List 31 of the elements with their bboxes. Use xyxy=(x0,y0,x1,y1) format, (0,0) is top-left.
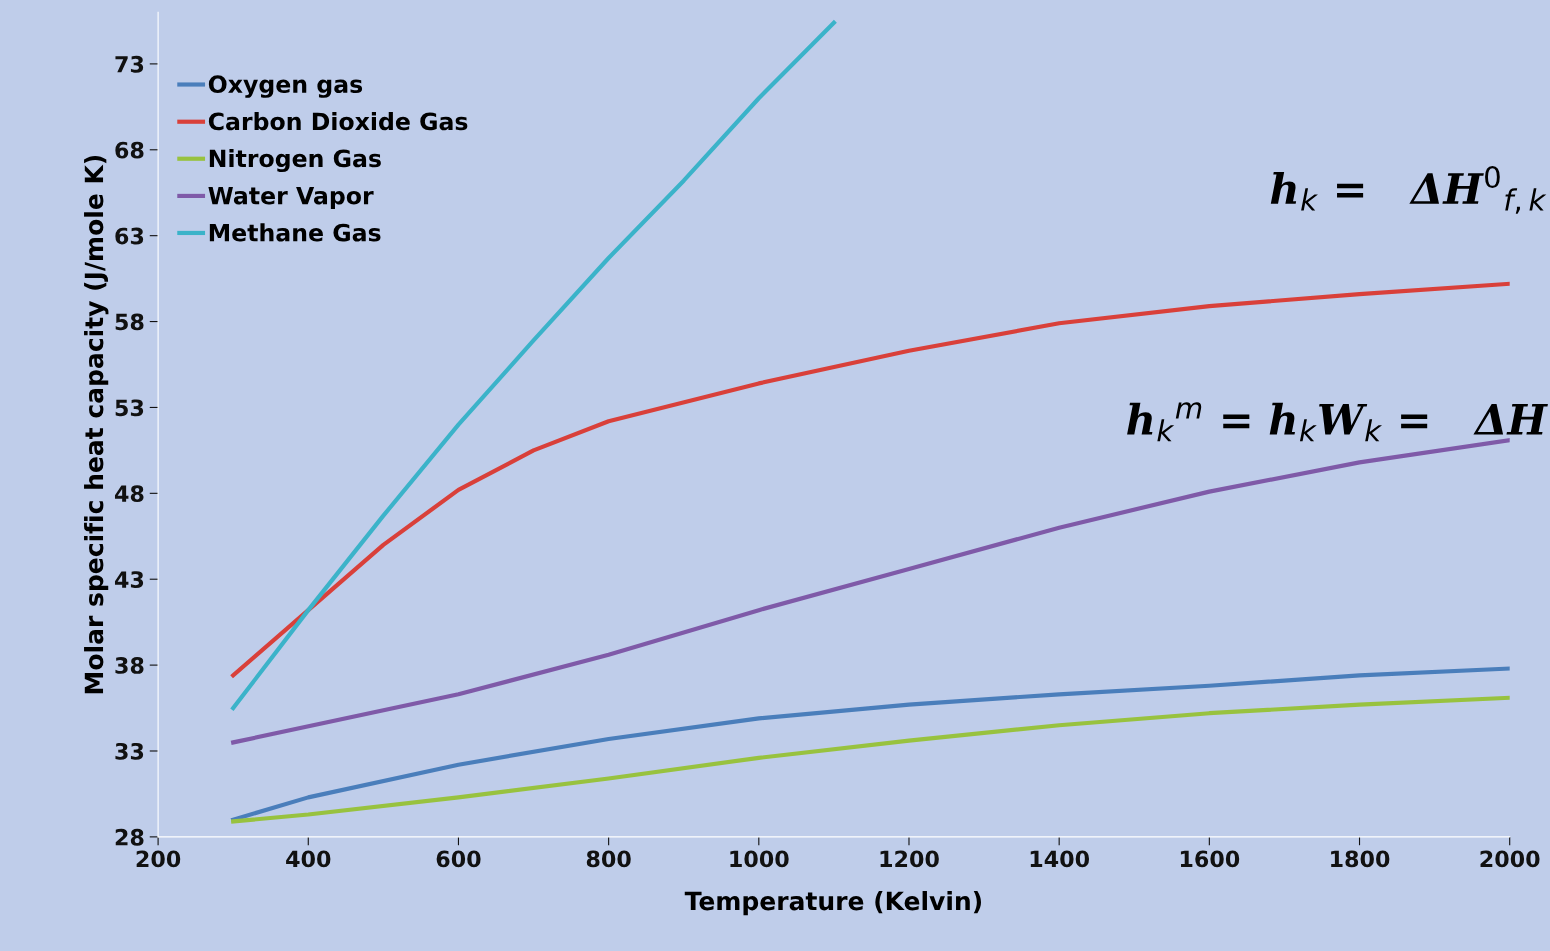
x-tick-label: 1600 xyxy=(1180,850,1240,868)
y-tick-label: 63 xyxy=(115,227,144,245)
x-tick-label: 800 xyxy=(586,850,631,868)
y-tick-label: 53 xyxy=(115,399,144,417)
annotation: h$_{k}$$^{m}$ = h$_{k}$W$_{k}$ = ΔH xyxy=(1127,402,1548,442)
y-tick-label: 38 xyxy=(115,657,144,674)
y-tick-label: 48 xyxy=(114,485,144,503)
x-tick-label: 1800 xyxy=(1331,850,1390,868)
legend-label: Water Vapor xyxy=(208,186,374,210)
x-tick-label: 2000 xyxy=(1480,850,1540,868)
legend-label: Methane Gas xyxy=(209,223,381,242)
x-tick-label: 1000 xyxy=(730,850,789,868)
y-tick-label: 33 xyxy=(115,742,144,760)
x-tick-label: 1200 xyxy=(880,850,939,868)
y-tick-label: 58 xyxy=(115,313,144,331)
legend-label: Nitrogen Gas xyxy=(209,149,381,173)
line-series xyxy=(231,666,1510,822)
legend-label: Oxygen gas xyxy=(208,75,363,98)
y-tick-label: 68 xyxy=(115,141,144,159)
y-tick-label: 43 xyxy=(114,571,144,588)
line-series xyxy=(231,695,1510,824)
annotation: h$_{k}$ = ΔH$^{0}$$_{f,k}$ xyxy=(1270,166,1547,214)
x-tick-label: 600 xyxy=(436,850,481,868)
x-tick-label: 1400 xyxy=(1030,850,1090,868)
y-tick-label: 28 xyxy=(115,828,144,846)
x-axis-title: Temperature (Kelvin) xyxy=(684,891,981,916)
legend-label: Carbon Dioxide Gas xyxy=(208,112,468,131)
x-tick-label: 400 xyxy=(286,850,331,868)
y-tick-label: 73 xyxy=(115,55,144,73)
y-axis-title: Molar specific heat capacity (J/mole K) xyxy=(84,155,109,694)
x-tick-label: 200 xyxy=(136,850,181,868)
